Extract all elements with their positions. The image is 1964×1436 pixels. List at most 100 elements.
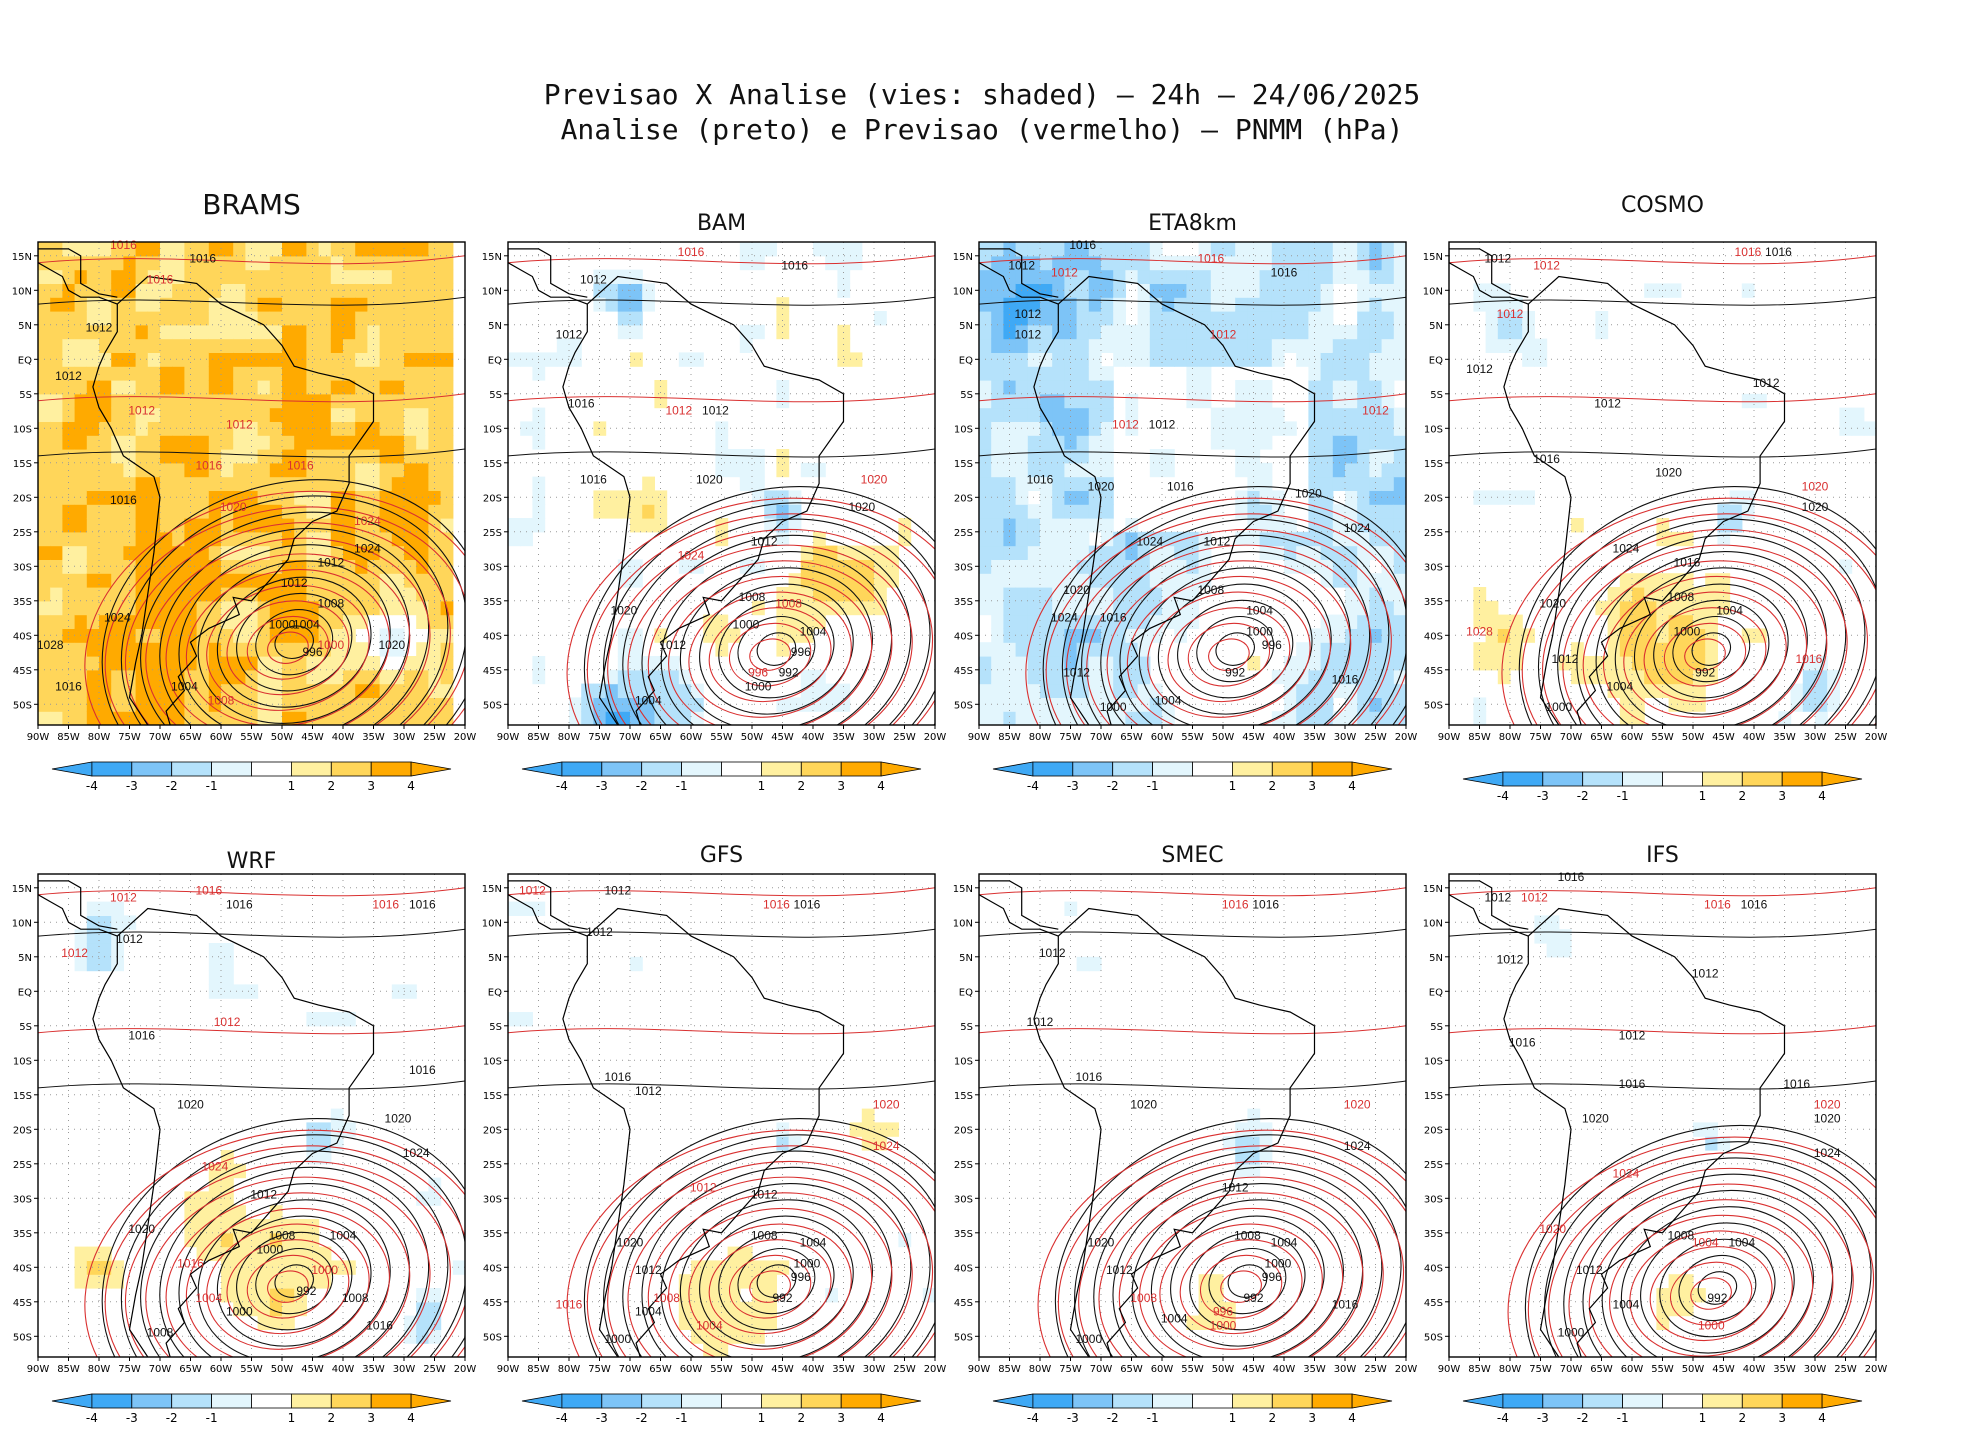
bias-cell	[245, 711, 259, 725]
bias-cell	[428, 1315, 442, 1330]
analysis-isobar	[178, 1183, 410, 1357]
bias-cell	[50, 669, 63, 685]
bias-cell	[221, 242, 234, 257]
bias-cell	[991, 504, 1004, 519]
bias-cell	[135, 656, 149, 671]
bias-cell	[788, 628, 802, 643]
x-tick-label: 30W	[863, 732, 886, 743]
bias-cell	[233, 255, 246, 271]
bias-cell	[428, 669, 442, 685]
bias-cell	[1088, 297, 1102, 312]
bias-cell	[282, 1288, 295, 1303]
bias-cell	[1015, 311, 1029, 326]
bias-cell	[233, 407, 246, 422]
isobar-label: 1012	[1497, 953, 1524, 967]
isobar-line	[979, 255, 1406, 265]
bias-cell	[404, 435, 417, 450]
isobar-line	[979, 928, 1406, 938]
y-tick-label: 10S	[1424, 1056, 1443, 1067]
bias-cell	[62, 255, 76, 271]
y-tick-label: 50S	[1424, 700, 1443, 711]
bias-cell	[1345, 462, 1358, 478]
panel-title: BAM	[697, 211, 746, 236]
colorbar-tick-label: 2	[327, 1411, 335, 1425]
bias-cell	[715, 1315, 729, 1330]
bias-cell	[800, 683, 814, 698]
bias-cell	[147, 504, 161, 519]
bias-cell	[245, 380, 259, 395]
bias-cell	[1027, 476, 1041, 491]
bias-cell	[294, 1219, 307, 1234]
bias-cell	[208, 642, 222, 657]
bias-cell	[111, 366, 124, 381]
bias-cell	[1149, 449, 1163, 464]
bias-cell	[355, 697, 368, 712]
bias-cell	[1259, 490, 1273, 505]
bias-cell	[1052, 697, 1065, 712]
isobar-line	[979, 448, 1406, 458]
bias-cell	[99, 366, 112, 381]
bias-cell	[99, 711, 112, 725]
bias-cell	[1357, 380, 1370, 395]
bias-cell	[666, 711, 680, 725]
bias-cell	[1369, 614, 1383, 629]
bias-cell	[1076, 476, 1090, 491]
y-tick-label: 5S	[960, 390, 973, 401]
bias-cell	[1076, 669, 1090, 685]
x-tick-label: 40W	[1273, 732, 1296, 743]
bias-cell	[318, 1150, 332, 1165]
forecast-isobar	[246, 1254, 330, 1319]
bias-cell	[208, 956, 222, 972]
colorbar-bin	[1112, 761, 1153, 777]
bias-cell	[123, 449, 137, 464]
colorbar-bin	[1232, 1393, 1273, 1409]
bias-cell	[1393, 476, 1406, 491]
coastline	[1449, 880, 1786, 1357]
bias-cell	[86, 242, 100, 257]
figure-title-line-2: Analise (preto) e Previsao (vermelho) – …	[560, 113, 1404, 146]
y-tick-label: 5S	[489, 390, 502, 401]
x-tick-label: 75W	[118, 732, 141, 743]
bias-cell	[1619, 573, 1633, 588]
isobar-line	[508, 255, 935, 265]
y-tick-label: EQ	[1429, 355, 1443, 366]
bias-cell	[991, 407, 1004, 422]
forecast-isobar	[206, 584, 370, 711]
bias-cell	[99, 352, 112, 367]
bias-cell	[979, 531, 992, 547]
bias-cell	[74, 324, 88, 340]
bias-cell	[569, 352, 582, 367]
bias-cell	[654, 669, 668, 685]
bias-cell	[306, 1260, 320, 1275]
y-tick-label: 35S	[954, 597, 973, 608]
bias-cell	[1088, 407, 1102, 422]
bias-cell	[630, 490, 643, 505]
bias-cell	[1717, 573, 1731, 588]
bias-cell	[1357, 462, 1370, 478]
bias-cell	[1162, 311, 1175, 326]
x-tick-label: 85W	[57, 1364, 80, 1375]
bias-cell	[269, 435, 283, 450]
bias-cell	[788, 587, 802, 602]
bias-cell	[294, 324, 307, 340]
bias-cell	[282, 1260, 295, 1275]
bias-cell	[282, 642, 295, 657]
isobar-label: 1008	[342, 1291, 369, 1305]
bias-cell	[1003, 393, 1017, 409]
isobar-label: 1016	[409, 898, 436, 912]
bias-cell	[979, 518, 992, 533]
bias-cell	[837, 269, 851, 284]
bias-cell	[404, 476, 417, 491]
bias-cell	[1259, 380, 1273, 395]
y-tick-label: 10N	[12, 286, 32, 297]
bias-cell	[1076, 435, 1090, 450]
isobar-label: 1012	[635, 1263, 662, 1277]
colorbar-tick-label: -3	[1537, 789, 1549, 803]
bias-cell	[1027, 559, 1041, 574]
forecast-isobar	[165, 1192, 411, 1357]
bias-cell	[1052, 504, 1065, 519]
colorbar-tick-label: 4	[877, 779, 885, 793]
bias-cell	[1271, 242, 1285, 257]
x-tick-label: 35W	[1303, 732, 1326, 743]
